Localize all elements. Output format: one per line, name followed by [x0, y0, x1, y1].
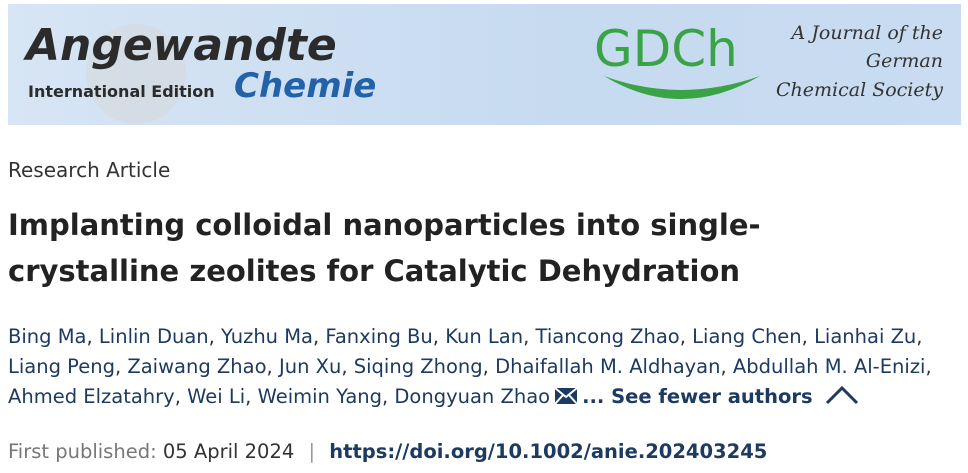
author-separator: ,	[801, 325, 808, 348]
society-logo: GDCh	[594, 20, 738, 78]
author-name[interactable]: Fanxing Bu	[325, 325, 433, 348]
author-line: Liang Peng, Zaiwang Zhao, Jun Xu, Siqing…	[8, 355, 932, 378]
tagline: German	[866, 50, 943, 72]
edition: International Edition	[28, 82, 215, 101]
author-separator: ,	[174, 385, 181, 408]
author-separator: ,	[86, 325, 93, 348]
author-separator: ,	[341, 355, 348, 378]
author-separator: ,	[313, 325, 320, 348]
author-line: Ahmed Elzatahry, Wei Li, Weimin Yang, Do…	[8, 385, 859, 410]
brand: Angewandte	[23, 20, 337, 71]
logo-swoosh	[86, 24, 186, 124]
author-name[interactable]: Zaiwang Zhao	[127, 355, 267, 378]
banner-art: Angewandte International Edition Chemie …	[23, 20, 943, 124]
published-date: 05 April 2024	[162, 440, 295, 463]
author-name[interactable]: Ahmed Elzatahry	[8, 385, 175, 408]
logo-arc	[604, 76, 760, 99]
journal-banner: Angewandte International Edition Chemie …	[8, 4, 961, 125]
separator: |	[308, 440, 316, 463]
author-name[interactable]: Jun Xu	[278, 355, 342, 378]
author-separator: ,	[432, 325, 439, 348]
author-separator: ,	[245, 385, 252, 408]
author-name[interactable]: Liang Chen	[692, 325, 802, 348]
author-name[interactable]: Tiancong Zhao	[535, 325, 680, 348]
author-name[interactable]: Liang Peng	[8, 355, 115, 378]
published-label: First published:	[8, 440, 157, 463]
author-separator: ,	[720, 355, 727, 378]
doi-link[interactable]: https://doi.org/10.1002/anie.202403245	[329, 440, 768, 463]
subbrand: Chemie	[234, 66, 376, 106]
author-name[interactable]: Bing Ma	[8, 325, 87, 348]
author-separator: ,	[208, 325, 215, 348]
author-separator: ,	[679, 325, 686, 348]
article-type: Research Article	[8, 158, 171, 182]
author-separator: ,	[114, 355, 122, 378]
author-name[interactable]: Linlin Duan	[98, 325, 209, 348]
publication-info: First published: 05 April 2024 | https:/…	[8, 440, 767, 463]
tagline: Chemical Society	[776, 79, 943, 101]
collapse-icon[interactable]	[825, 385, 859, 410]
author-name[interactable]: Yuzhu Ma	[221, 325, 314, 348]
author-separator: ,	[523, 325, 530, 348]
author-name[interactable]: Lianhai Zu	[814, 325, 917, 348]
author-separator: ,	[916, 325, 923, 348]
author-separator: ,	[382, 385, 389, 408]
tagline: A Journal of the	[790, 22, 943, 44]
author-line: Bing Ma, Linlin Duan, Yuzhu Ma, Fanxing …	[8, 325, 923, 348]
title-line: crystalline zeolites for Catalytic Dehyd…	[8, 254, 741, 288]
email-icon[interactable]	[554, 387, 578, 410]
author-separator: ,	[482, 355, 489, 378]
chevron-up	[825, 385, 858, 405]
author-name[interactable]: Wei Li	[187, 385, 246, 408]
envelope	[554, 387, 578, 405]
author-name[interactable]: Weimin Yang	[257, 385, 382, 408]
author-name[interactable]: Dhaifallah M. Aldhayan	[495, 355, 721, 378]
author-name[interactable]: Abdullah M. Al-Enizi	[732, 355, 926, 378]
toggle-authors[interactable]: ... See fewer authors	[582, 385, 813, 408]
title-line: Implanting colloidal nanoparticles into …	[8, 208, 761, 242]
author-separator: ,	[925, 355, 932, 378]
author-name[interactable]: Siqing Zhong	[353, 355, 483, 378]
author-name[interactable]: Kun Lan	[445, 325, 524, 348]
author-separator: ,	[266, 355, 273, 378]
author-name[interactable]: Dongyuan Zhao	[394, 385, 551, 408]
